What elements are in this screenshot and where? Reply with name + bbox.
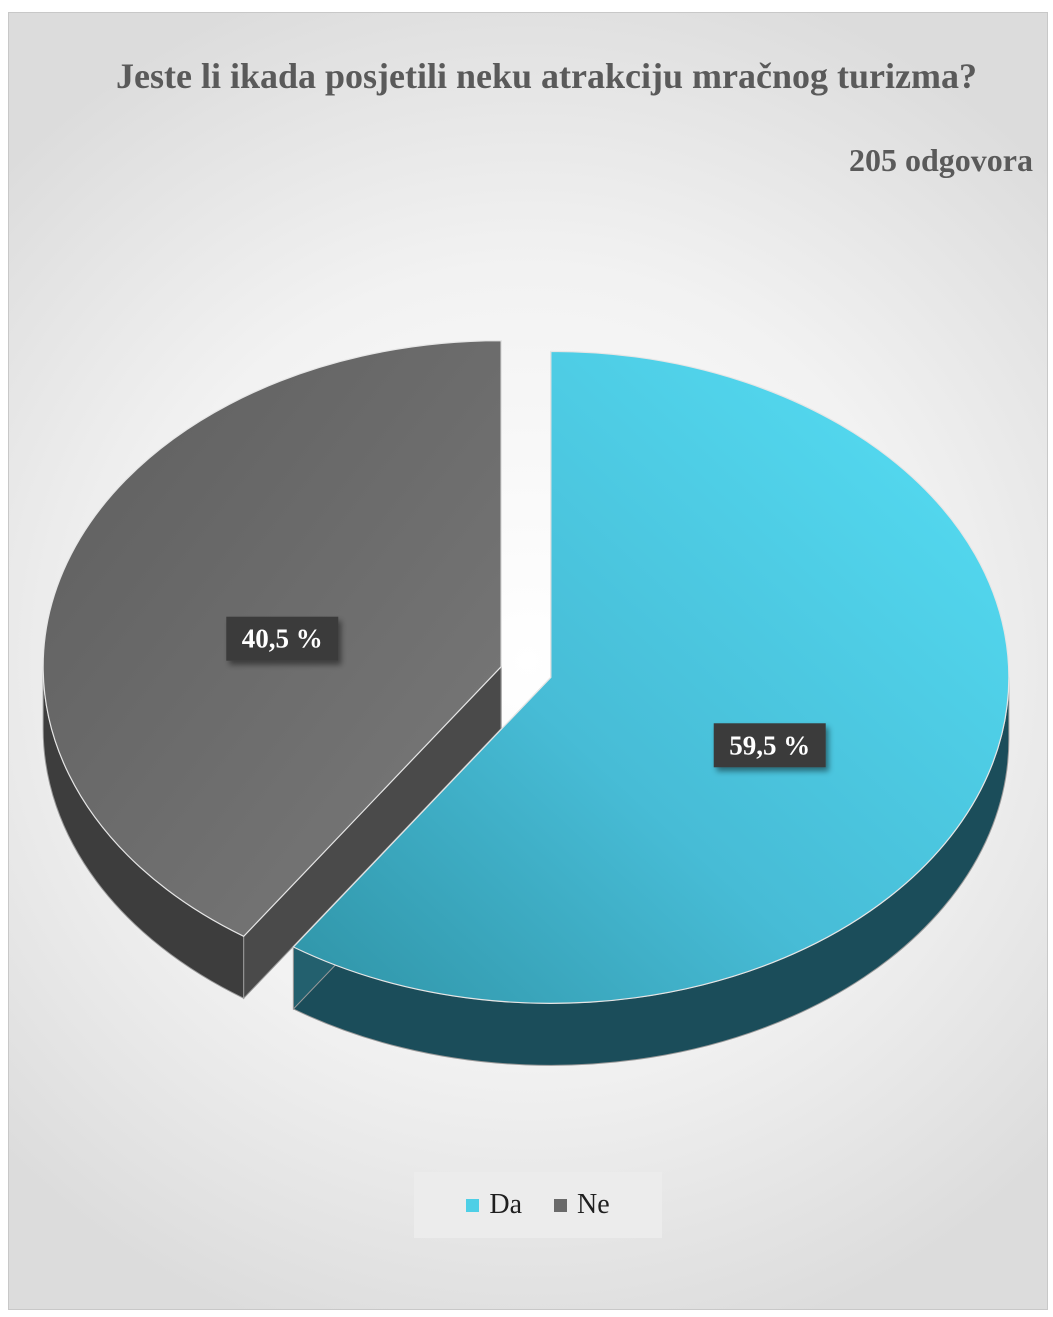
- pie-slice-da: [292, 350, 1010, 1004]
- data-label-ne: 40,5 %: [226, 616, 339, 661]
- legend-swatch-ne: [554, 1198, 567, 1212]
- data-label-da: 59,5 %: [713, 723, 826, 768]
- chart-subtitle: 205 odgovora: [849, 142, 1033, 178]
- chart-title: Jeste li ikada posjetili neku atrakciju …: [116, 56, 977, 96]
- legend-item-da: Da: [466, 1189, 522, 1221]
- legend: Da Ne: [414, 1172, 662, 1238]
- legend-label-ne: Ne: [577, 1189, 610, 1220]
- legend-item-ne: Ne: [554, 1189, 610, 1221]
- legend-swatch-da: [466, 1198, 480, 1212]
- legend-label-da: Da: [489, 1189, 522, 1220]
- data-label-text-da: 59,5 %: [729, 730, 810, 760]
- data-label-text-ne: 40,5 %: [242, 624, 323, 654]
